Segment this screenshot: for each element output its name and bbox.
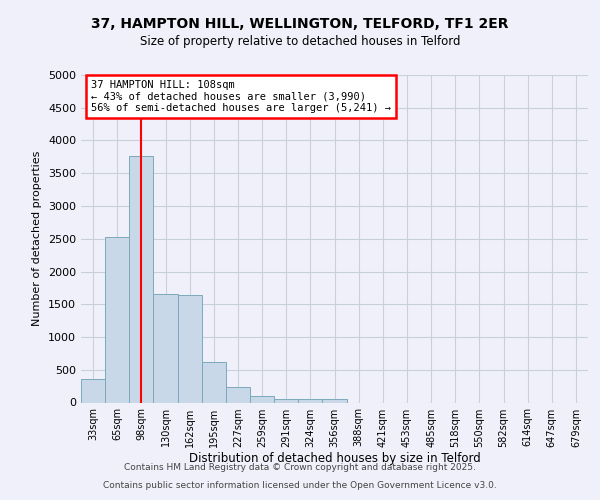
Bar <box>129 156 154 402</box>
Text: 37 HAMPTON HILL: 108sqm
← 43% of detached houses are smaller (3,990)
56% of semi: 37 HAMPTON HILL: 108sqm ← 43% of detache… <box>91 80 391 113</box>
Bar <box>226 387 250 402</box>
Bar <box>105 237 129 402</box>
Text: 37, HAMPTON HILL, WELLINGTON, TELFORD, TF1 2ER: 37, HAMPTON HILL, WELLINGTON, TELFORD, T… <box>91 18 509 32</box>
Bar <box>322 399 347 402</box>
Text: Contains public sector information licensed under the Open Government Licence v3: Contains public sector information licen… <box>103 481 497 490</box>
Y-axis label: Number of detached properties: Number of detached properties <box>32 151 43 326</box>
Bar <box>81 379 105 402</box>
Text: Contains HM Land Registry data © Crown copyright and database right 2025.: Contains HM Land Registry data © Crown c… <box>124 464 476 472</box>
Text: Size of property relative to detached houses in Telford: Size of property relative to detached ho… <box>140 35 460 48</box>
Bar <box>274 399 298 402</box>
X-axis label: Distribution of detached houses by size in Telford: Distribution of detached houses by size … <box>188 452 481 466</box>
Bar <box>178 295 202 403</box>
Bar <box>202 362 226 403</box>
Bar <box>250 396 274 402</box>
Bar <box>298 399 322 402</box>
Bar <box>154 294 178 403</box>
